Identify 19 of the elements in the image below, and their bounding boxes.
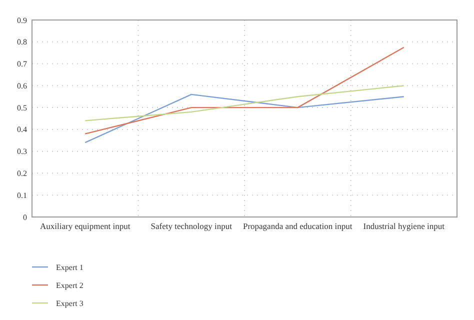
y-tick-label: 0.3 bbox=[17, 147, 27, 156]
y-tick-label: 0.8 bbox=[17, 38, 27, 47]
y-tick-label: 0.9 bbox=[17, 16, 27, 25]
y-tick-label: 0.1 bbox=[17, 190, 27, 200]
line-series bbox=[84, 94, 404, 144]
x-tick-label: Safety technology input bbox=[150, 221, 233, 231]
legend-label: Expert 2 bbox=[56, 280, 84, 290]
y-tick-label: 0.6 bbox=[17, 81, 27, 90]
x-tick-label: Industrial hygiene input bbox=[363, 221, 446, 231]
x-tick-label: Propaganda and education input bbox=[242, 221, 353, 231]
line-series bbox=[84, 85, 404, 122]
legend-label: Expert 3 bbox=[56, 298, 84, 308]
y-tick-label: 0.7 bbox=[17, 60, 27, 69]
x-tick-label: Auxiliary equipment input bbox=[40, 221, 131, 231]
legend-label: Expert 1 bbox=[56, 262, 84, 272]
y-tick-label: 0.2 bbox=[17, 169, 27, 178]
y-tick-label: 0.4 bbox=[17, 125, 27, 134]
y-tick-label: 0 bbox=[23, 212, 27, 222]
y-tick-label: 0.5 bbox=[17, 103, 27, 112]
